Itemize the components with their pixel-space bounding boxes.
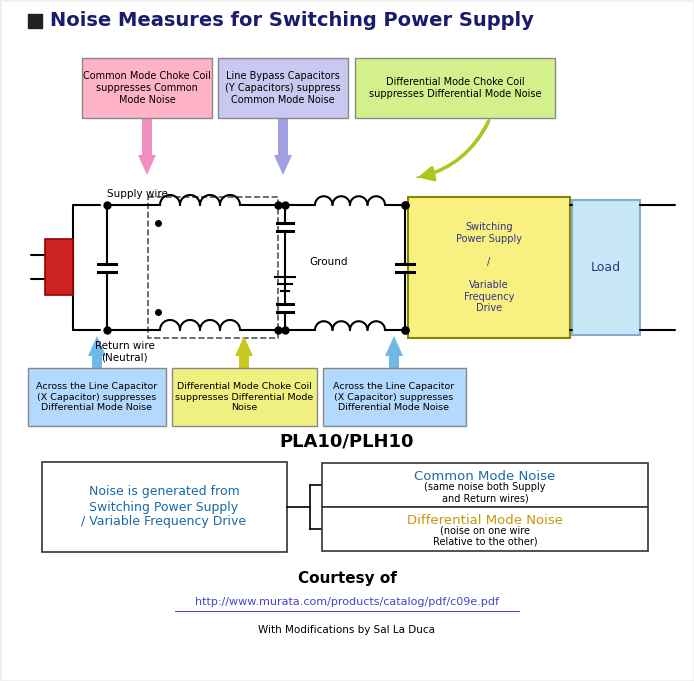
Text: With Modifications by Sal La Duca: With Modifications by Sal La Duca bbox=[258, 625, 436, 635]
Text: Courtesy of: Courtesy of bbox=[298, 571, 396, 586]
Text: Across the Line Capacitor
(X Capacitor) suppresses
Differential Mode Noise: Across the Line Capacitor (X Capacitor) … bbox=[36, 382, 158, 412]
Text: Common Mode Choke Coil
suppresses Common
Mode Noise: Common Mode Choke Coil suppresses Common… bbox=[83, 72, 211, 105]
Text: Differential Mode Choke Coil
suppresses Differential Mode
Noise: Differential Mode Choke Coil suppresses … bbox=[175, 382, 313, 412]
Text: Common Mode Noise: Common Mode Noise bbox=[414, 471, 556, 484]
Bar bbox=[572, 200, 640, 335]
Bar bbox=[323, 368, 466, 426]
Bar bbox=[355, 58, 555, 118]
Bar bbox=[45, 239, 73, 295]
FancyArrow shape bbox=[385, 336, 403, 368]
FancyArrow shape bbox=[274, 118, 292, 175]
Text: Differential Mode Choke Coil
suppresses Differential Mode Noise: Differential Mode Choke Coil suppresses … bbox=[369, 77, 541, 99]
Bar bbox=[20, 55, 675, 430]
FancyArrow shape bbox=[235, 336, 253, 368]
Bar bbox=[42, 462, 287, 552]
Text: Noise Measures for Switching Power Supply: Noise Measures for Switching Power Suppl… bbox=[50, 12, 534, 31]
FancyArrow shape bbox=[88, 336, 106, 368]
Bar bbox=[172, 368, 317, 426]
Bar bbox=[408, 197, 570, 338]
FancyArrow shape bbox=[138, 118, 156, 175]
Text: Switching
Power Supply

/

Variable
Frequency
Drive: Switching Power Supply / Variable Freque… bbox=[456, 222, 522, 313]
Text: Noise is generated from
Switching Power Supply
/ Variable Frequency Drive: Noise is generated from Switching Power … bbox=[81, 486, 246, 528]
Text: Ground: Ground bbox=[309, 257, 348, 267]
Text: http://www.murata.com/products/catalog/pdf/c09e.pdf: http://www.murata.com/products/catalog/p… bbox=[195, 597, 499, 607]
Bar bbox=[28, 368, 166, 426]
Bar bbox=[148, 197, 278, 338]
Text: Load: Load bbox=[591, 261, 621, 274]
Text: Return wire
(Neutral): Return wire (Neutral) bbox=[95, 341, 155, 363]
Bar bbox=[28, 14, 42, 28]
Text: Line Bypass Capacitors
(Y Capacitors) suppress
Common Mode Noise: Line Bypass Capacitors (Y Capacitors) su… bbox=[225, 72, 341, 105]
Text: Across the Line Capacitor
(X Capacitor) suppresses
Differential Mode Noise: Across the Line Capacitor (X Capacitor) … bbox=[333, 382, 455, 412]
Text: (same noise both Supply
and Return wires): (same noise both Supply and Return wires… bbox=[424, 482, 545, 504]
Bar bbox=[218, 58, 348, 118]
Text: Differential Mode Noise: Differential Mode Noise bbox=[407, 513, 563, 526]
Text: (noise on one wire
Relative to the other): (noise on one wire Relative to the other… bbox=[432, 525, 537, 547]
Bar bbox=[322, 463, 648, 507]
Text: Supply wire: Supply wire bbox=[107, 189, 168, 199]
Bar bbox=[82, 58, 212, 118]
Bar bbox=[322, 507, 648, 551]
Text: PLA10/PLH10: PLA10/PLH10 bbox=[280, 433, 414, 451]
